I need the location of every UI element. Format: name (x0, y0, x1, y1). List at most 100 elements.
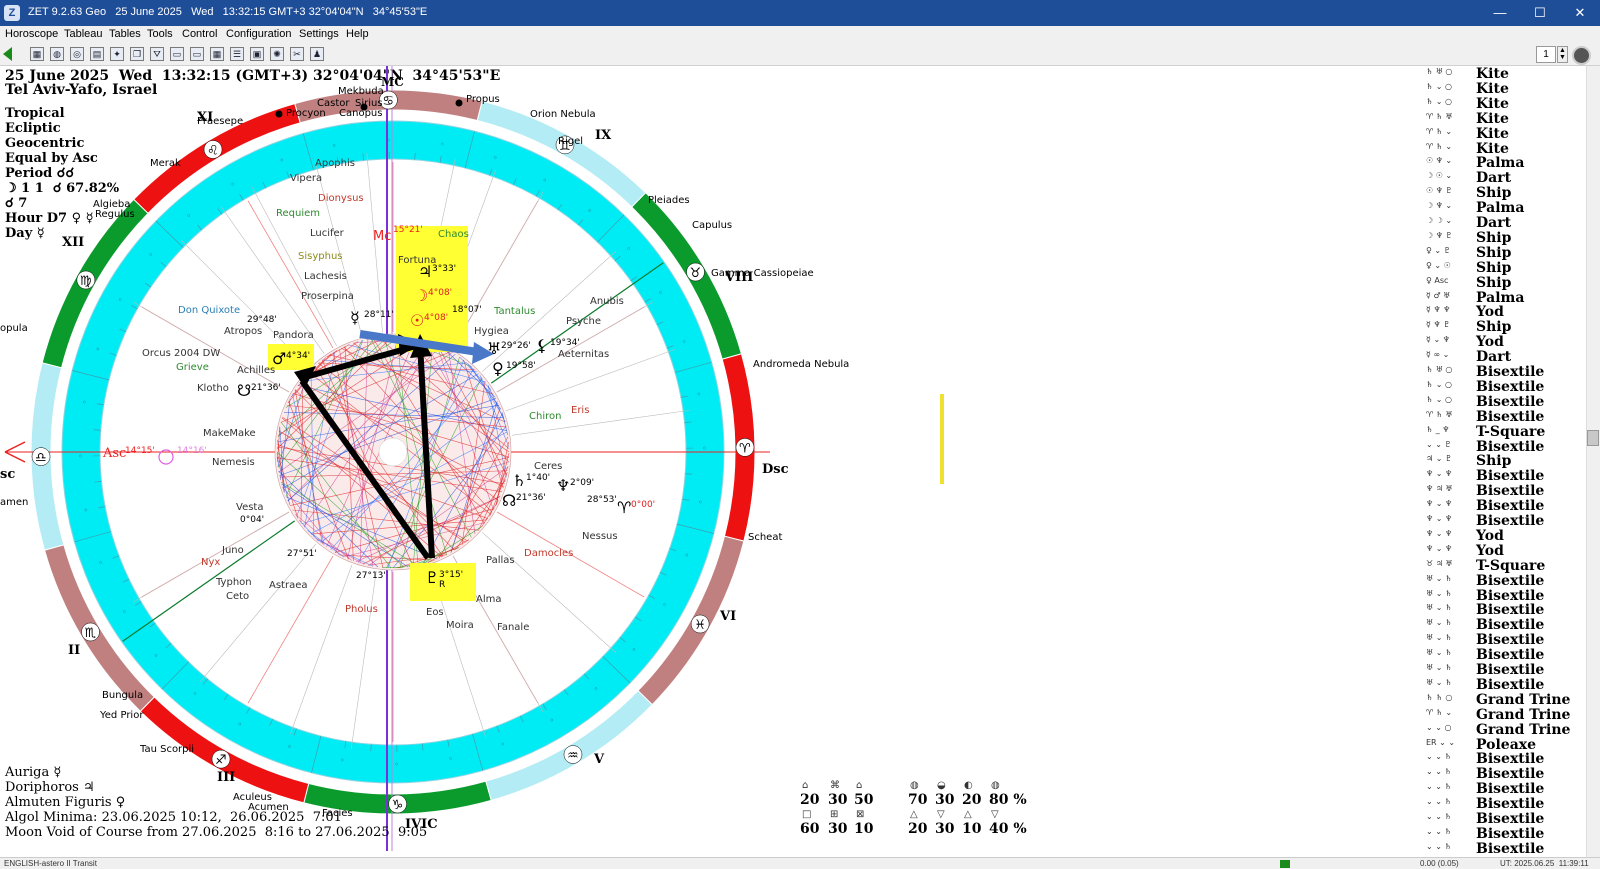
aspect-pattern-row[interactable]: ♈ ♄ ⌄ Grand Trine (1420, 707, 1590, 723)
aspect-pattern-row[interactable]: ♄ ♅ ○ Bisextile (1420, 364, 1590, 380)
menu-tables[interactable]: Tables (109, 28, 141, 40)
zet-logo-icon[interactable] (1572, 46, 1591, 65)
menu-tools[interactable]: Tools (147, 28, 173, 40)
aspect-patterns-list[interactable]: ♄ ♅ ○ Kite ♄ ⌄ ○ Kite ♄ ⌄ ○ Kite ♈ ♄ ♅ Kite ♈ ♄ … (1420, 66, 1590, 857)
tools-icon[interactable]: ✂ (290, 47, 304, 61)
menu-horoscope[interactable]: Horoscope (5, 28, 59, 40)
window-icon[interactable]: ▭ (190, 47, 204, 61)
aspect-pattern-row[interactable]: ♀ Asc Ship (1420, 275, 1590, 291)
aspect-pattern-row[interactable]: ♄ ⌄ ○ Bisextile (1420, 379, 1590, 395)
menu-settings[interactable]: Settings (299, 28, 339, 40)
star-line (133, 301, 290, 393)
aspect-pattern-row[interactable]: ☉ ♆ ⌄ Palma (1420, 155, 1590, 171)
mc-short-label: Mc (373, 229, 391, 244)
aspect-pattern-row[interactable]: ♆ ⌄ ♆ Yod (1420, 543, 1590, 559)
aspect-pattern-row[interactable]: ♈ ♄ ⌄ Kite (1420, 126, 1590, 142)
aspect-pattern-row[interactable]: ♆ ⌄ ♆ Bisextile (1420, 498, 1590, 514)
aspect-line (495, 452, 510, 506)
aspect-pattern-row[interactable]: ♅ ⌄ ♄ Bisextile (1420, 677, 1590, 693)
app-icon[interactable]: Z (4, 5, 20, 21)
aspect-pattern-row[interactable]: ♈ ♄ ♅ Bisextile (1420, 409, 1590, 425)
table-icon[interactable]: ▦ (30, 47, 44, 61)
scrollbar-thumb[interactable] (1587, 430, 1599, 446)
aspect-pattern-row[interactable]: ☿ ♆ ♇ Ship (1420, 319, 1590, 335)
house-label: VIII (724, 270, 753, 285)
aspect-pattern-row[interactable]: ♈ ♄ ⌄ Kite (1420, 141, 1590, 157)
page-number-input[interactable]: 1 (1536, 46, 1556, 63)
wheel-icon[interactable]: ◎ (70, 47, 84, 61)
filter-icon[interactable]: ⛛ (150, 47, 164, 61)
aspect-pattern-row[interactable]: ♀ ⌄ ☉ Ship (1420, 260, 1590, 276)
aspect-pattern-row[interactable]: ♅ ⌄ ♄ Bisextile (1420, 602, 1590, 618)
aspect-pattern-row[interactable]: ♉ ♃ ♅ T-Square (1420, 558, 1590, 574)
aspect-pattern-row[interactable]: ⌄ ⌄ ♄Bisextile (1420, 856, 1590, 857)
degree-tick (644, 298, 652, 303)
horoscope-wheel[interactable]: ◦ ◦ ◦ ◦ ◦ ◦ ◦ ◦ ◦ ◦ ◦ ◦ ◦ ◦ ◦ ◦ ◦ ◦ ◦ ◦ ◦ ◦ ◦ ◦ ◦ ◦ ◦ ◦ ◦ ◦ ◦ ◦ ◦ ◦ ◦ ◦ ♈ ♉ ♊… (0, 66, 1400, 856)
minimize-button[interactable]: — (1493, 5, 1507, 20)
aspect-pattern-row[interactable]: ☽ ♆ ♇ Ship (1420, 230, 1590, 246)
page-spinner[interactable]: ▲ ▼ (1557, 46, 1568, 63)
aspect-pattern-row[interactable]: ⌄ ⌄ ○ Grand Trine (1420, 722, 1590, 738)
aspect-pattern-row[interactable]: ♄ ⌄ ○ Kite (1420, 81, 1590, 97)
star-icon[interactable]: ✦ (110, 47, 124, 61)
aspect-pattern-row[interactable]: ☽ ☉ ⌄ Dart (1420, 170, 1590, 186)
aspect-pattern-row[interactable]: ♄ _ ♆ T-Square (1420, 424, 1590, 440)
aspect-pattern-row[interactable]: ♄ ⌄ ○ Kite (1420, 96, 1590, 112)
aspect-pattern-row[interactable]: ♅ ⌄ ♄ Bisextile (1420, 647, 1590, 663)
aspect-pattern-row[interactable]: ♆ ⌄ ♆ Bisextile (1420, 513, 1590, 529)
aspect-pattern-row[interactable]: ♅ ⌄ ♄ Bisextile (1420, 617, 1590, 633)
aspect-pattern-row[interactable]: ♄ ♅ ○ Kite (1420, 66, 1590, 82)
list-icon[interactable]: ☰ (230, 47, 244, 61)
aspect-pattern-row[interactable]: ♄ ⌄ ○ Bisextile (1420, 394, 1590, 410)
aspect-pattern-row[interactable]: ☿ ♆ ♆ Yod (1420, 304, 1590, 320)
aspect-pattern-row[interactable]: ⌄ ⌄ ♄Bisextile (1420, 781, 1590, 797)
zodiac-icon[interactable]: ✺ (270, 47, 284, 61)
aspect-pattern-row[interactable]: ♆ ♃ ♅ Bisextile (1420, 483, 1590, 499)
aspect-line (407, 336, 509, 463)
aspect-pattern-row[interactable]: ♅ ⌄ ♄ Bisextile (1420, 632, 1590, 648)
aspect-pattern-row[interactable]: ♄ ♄ ○ Grand Trine (1420, 692, 1590, 708)
back-arrow-icon[interactable] (3, 47, 12, 61)
aspect-pattern-row[interactable]: ♅ ⌄ ♄ Bisextile (1420, 588, 1590, 604)
copy-icon[interactable]: ❐ (130, 47, 144, 61)
aspect-pattern-row[interactable]: ⌄ ⌄ ♇ Bisextile (1420, 439, 1590, 455)
aspect-pattern-row[interactable]: ♅ ⌄ ♄ Bisextile (1420, 662, 1590, 678)
house-label: VI (719, 609, 736, 624)
aspect-pattern-row[interactable]: ♅ ⌄ ♄ Bisextile (1420, 573, 1590, 589)
aspect-pattern-row[interactable]: ⌄ ⌄ ♄Bisextile (1420, 766, 1590, 782)
aspect-pattern-row[interactable]: ♆ ⌄ ♆ Yod (1420, 528, 1590, 544)
close-button[interactable]: ✕ (1574, 5, 1586, 20)
menu-configuration[interactable]: Configuration (226, 28, 292, 40)
chart-icon[interactable]: ▤ (90, 47, 104, 61)
aspect-pattern-row[interactable]: ☿ ♂ ♅ Palma (1420, 290, 1590, 306)
aspect-pattern-row[interactable]: ♆ ⌄ ♆ Bisextile (1420, 468, 1590, 484)
globe-icon[interactable]: ◍ (50, 47, 64, 61)
aspect-pattern-row[interactable]: ⌄ ⌄ ♄Bisextile (1420, 826, 1590, 842)
menu-control[interactable]: Control (182, 28, 218, 40)
aspect-pattern-row[interactable]: ☉ ♆ ♇ Ship (1420, 185, 1590, 201)
aspect-pattern-row[interactable]: ⌄ ⌄ ♄Bisextile (1420, 811, 1590, 827)
aspect-pattern-row[interactable]: ⌄ ⌄ ♄Bisextile (1420, 841, 1590, 857)
aspect-pattern-row[interactable]: ☿ ∞ ⌄ Dart (1420, 349, 1590, 365)
chart-place: Tel Aviv-Yafo, Israel (5, 82, 158, 98)
menu-help[interactable]: Help (346, 28, 369, 40)
user-icon[interactable]: ♟ (310, 47, 324, 61)
chart-labels: ♈♉♊♋♌♍♎♏♐♑♒♓XIIXIIXVIIIVIVIIIIIAscDscMCI… (0, 75, 849, 832)
aspect-pattern-row[interactable]: ER ⌄ ⌄ Poleaxe (1420, 737, 1590, 753)
aspect-pattern-row[interactable]: ☿ ⌄ ♆ Yod (1420, 334, 1590, 350)
card-icon[interactable]: ▣ (250, 47, 264, 61)
aspect-pattern-row[interactable]: ♃ ⌄ ♇ Ship (1420, 453, 1590, 469)
aspect-pattern-row[interactable]: ♀ ⌄ ♇ Ship (1420, 245, 1590, 261)
aspect-glyphs: ⌄ ⌄ ♄ (1426, 782, 1452, 792)
aspect-pattern-row[interactable]: ⌄ ⌄ ♄Bisextile (1420, 751, 1590, 767)
aspect-pattern-row[interactable]: ☽ ☽ ⌄ Dart (1420, 215, 1590, 231)
aspect-pattern-row[interactable]: ⌄ ⌄ ♄Bisextile (1420, 796, 1590, 812)
menu-tableau[interactable]: Tableau (64, 28, 103, 40)
aspect-pattern-row[interactable]: ♈ ♄ ♅ Kite (1420, 111, 1590, 127)
aspect-glyphs: ⌄ ⌄ ♄ (1426, 826, 1452, 836)
window-icon[interactable]: ▭ (170, 47, 184, 61)
aspect-pattern-row[interactable]: ☽ ♆ ⌄ Palma (1420, 200, 1590, 216)
aspect-list-scrollbar[interactable] (1586, 66, 1600, 857)
grid-icon[interactable]: ▦ (210, 47, 224, 61)
maximize-button[interactable]: ☐ (1534, 5, 1546, 20)
